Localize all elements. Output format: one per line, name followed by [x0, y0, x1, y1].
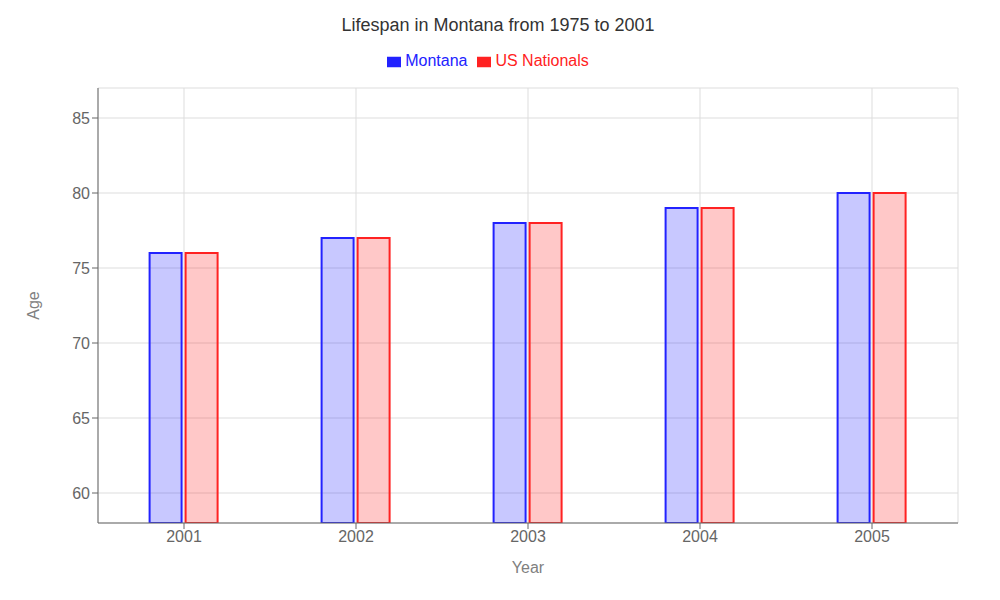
svg-text:2002: 2002 [338, 528, 374, 545]
html-text:Montana: Montana [405, 52, 468, 69]
svg-text:Age: Age [25, 291, 42, 320]
html-text:US Nationals: US Nationals [495, 52, 589, 69]
svg-text:75: 75 [72, 260, 90, 277]
svg-text:2003: 2003 [510, 528, 546, 545]
html-text:Lifespan in Montana from 1975: Lifespan in Montana from 1975 to 2001 [341, 15, 655, 35]
svg-text:65: 65 [72, 410, 90, 427]
svg-text:60: 60 [72, 485, 90, 502]
svg-text:70: 70 [72, 335, 90, 352]
svg-text:2004: 2004 [682, 528, 718, 545]
svg-text:2001: 2001 [166, 528, 202, 545]
svg-text:80: 80 [72, 185, 90, 202]
svg-text:85: 85 [72, 110, 90, 127]
svg-text:Year: Year [512, 559, 545, 576]
svg-text:2005: 2005 [854, 528, 890, 545]
